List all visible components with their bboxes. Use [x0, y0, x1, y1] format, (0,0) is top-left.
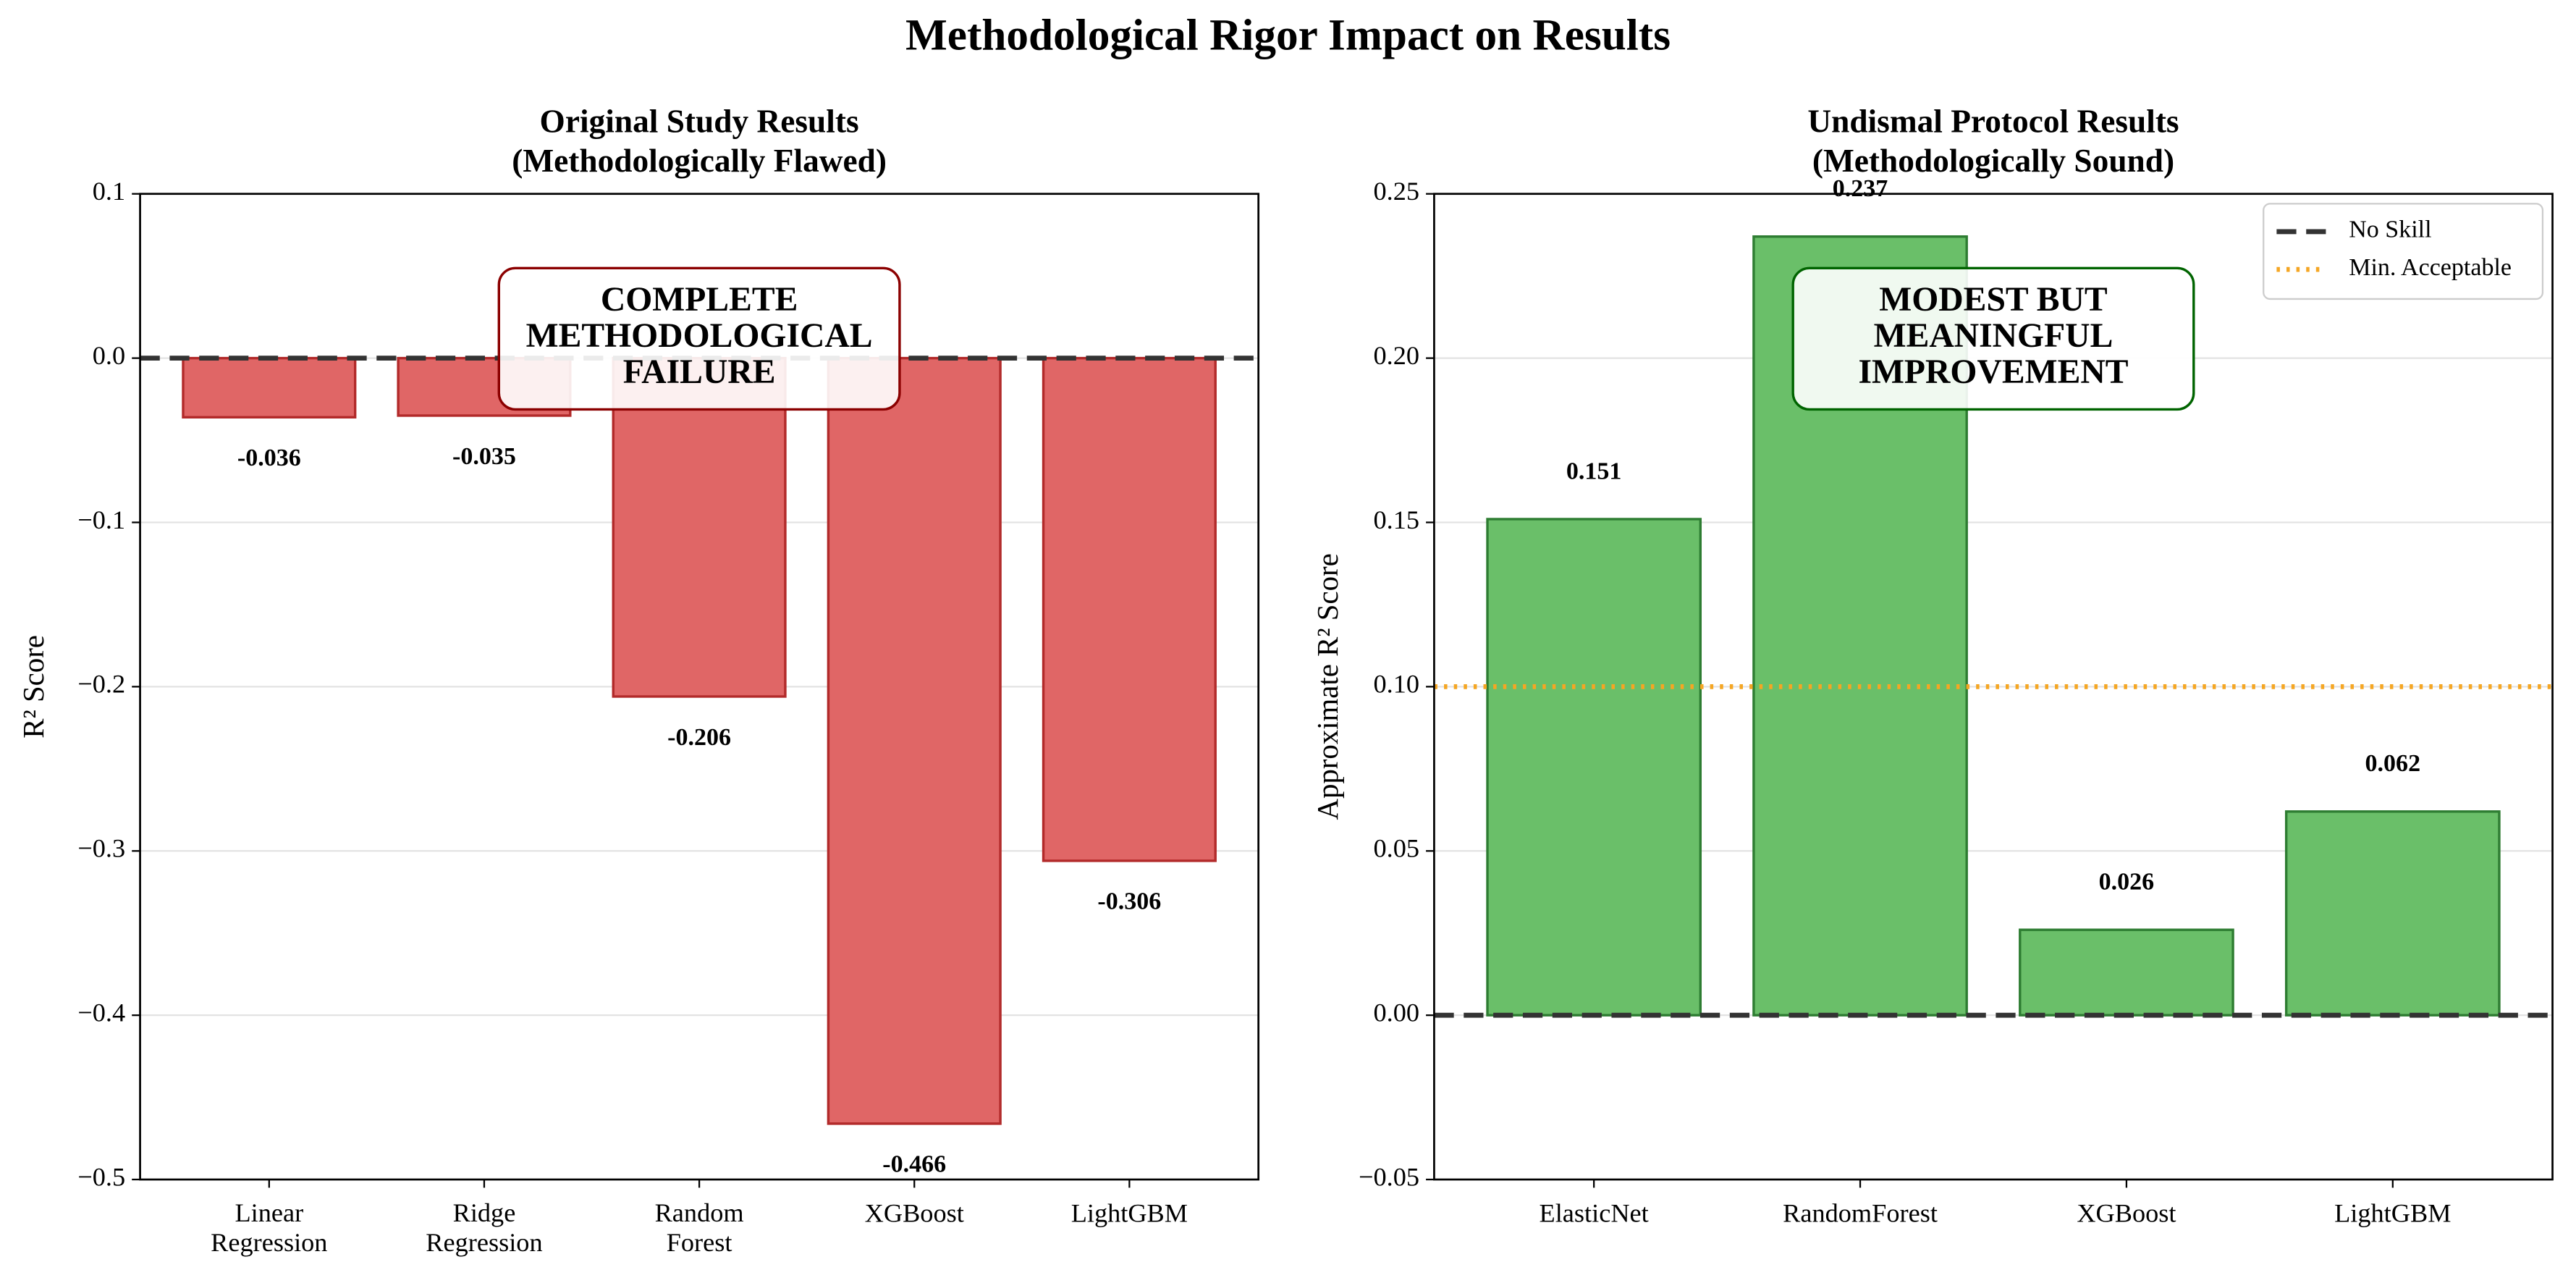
y-tick-label: −0.5 — [77, 1162, 125, 1191]
annotation-box — [1791, 266, 2195, 411]
y-tick-label: 0.15 — [1373, 505, 1419, 534]
bar — [2019, 928, 2234, 1017]
bar — [1486, 518, 1702, 1017]
annotation: MODEST BUT MEANINGFUL IMPROVEMENT — [1858, 281, 2128, 391]
y-tick-label: −0.1 — [77, 505, 125, 534]
bar — [827, 356, 1002, 1125]
value-label: 0.026 — [2099, 868, 2155, 895]
subplot: Undismal Protocol Results (Methodological… — [1312, 104, 2554, 1227]
annotation-box — [497, 266, 901, 411]
y-tick-label: −0.05 — [1359, 1162, 1419, 1191]
legend-label: No Skill — [2349, 216, 2431, 243]
bar — [612, 356, 787, 698]
value-label: -0.306 — [1097, 888, 1161, 915]
value-label: 0.151 — [1566, 458, 1622, 484]
y-tick-label: 0.05 — [1373, 834, 1419, 863]
axes-frame — [139, 193, 1260, 1181]
x-tick-label: LightGBM — [1071, 1198, 1188, 1227]
y-tick-label: 0.0 — [93, 341, 125, 370]
legend-label: Min. Acceptable — [2349, 254, 2512, 281]
y-tick-label: 0.1 — [93, 177, 125, 206]
annotation: COMPLETE METHODOLOGICAL FAILURE — [526, 281, 873, 391]
value-label: 0.062 — [2365, 750, 2421, 777]
value-label: -0.466 — [882, 1151, 946, 1178]
value-label: 0.237 — [1833, 175, 1888, 202]
x-tick-label: RandomForest — [1783, 1198, 1938, 1227]
legend-box — [2263, 203, 2544, 300]
y-tick-label: 0.00 — [1373, 998, 1419, 1027]
axes-frame — [1433, 193, 2554, 1181]
x-tick-label: Linear Regression — [211, 1198, 327, 1257]
y-tick-label: 0.10 — [1373, 670, 1419, 699]
y-tick-label: −0.2 — [77, 670, 125, 699]
y-tick-label: 0.25 — [1373, 177, 1419, 206]
bar — [182, 356, 357, 418]
y-axis-label: R² Score — [17, 635, 50, 739]
value-label: -0.035 — [452, 443, 516, 470]
y-tick-label: −0.3 — [77, 834, 125, 863]
bar — [2284, 810, 2501, 1017]
x-tick-label: ElasticNet — [1540, 1198, 1649, 1227]
subplot-title: Original Study Results (Methodologically … — [512, 104, 887, 179]
y-tick-label: −0.4 — [77, 998, 125, 1027]
y-tick-label: 0.20 — [1373, 341, 1419, 370]
value-label: -0.206 — [667, 724, 731, 751]
suptitle: Methodological Rigor Impact on Results — [905, 11, 1671, 60]
x-tick-label: Ridge Regression — [426, 1198, 542, 1257]
subplot-title: Undismal Protocol Results (Methodological… — [1807, 104, 2179, 179]
x-tick-label: XGBoost — [865, 1198, 964, 1227]
y-axis-label: Approximate R² Score — [1312, 553, 1344, 820]
bar — [1042, 356, 1217, 862]
x-tick-label: XGBoost — [2077, 1198, 2176, 1227]
x-tick-label: LightGBM — [2334, 1198, 2451, 1227]
subplot: Original Study Results (Methodologically … — [17, 104, 1260, 1257]
value-label: -0.036 — [237, 445, 301, 471]
